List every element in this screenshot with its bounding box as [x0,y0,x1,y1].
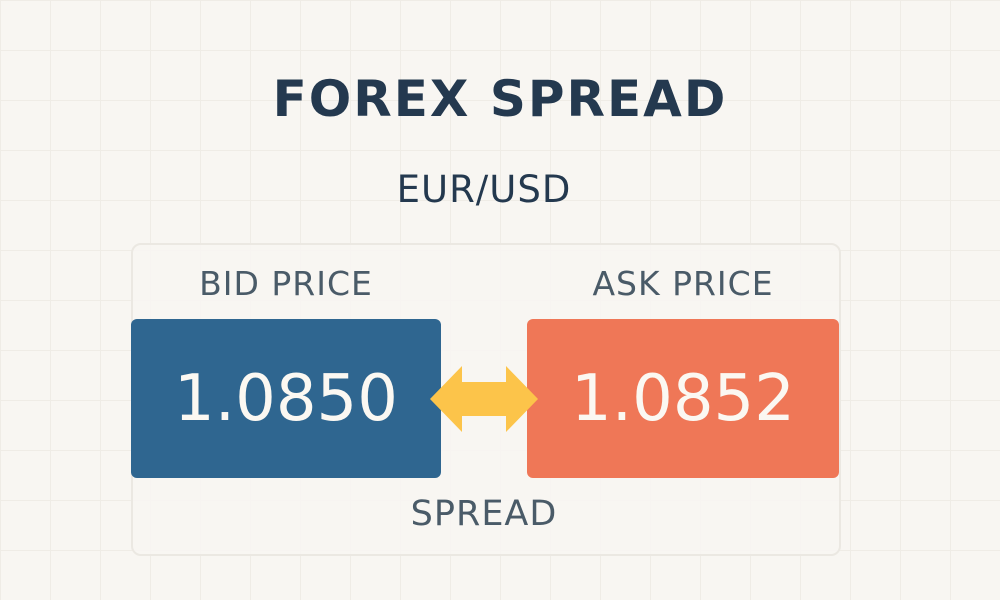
bid-price-box: 1.0850 [131,319,441,478]
spread-label: SPREAD [410,494,558,534]
bid-price-value: 1.0850 [174,361,398,436]
ask-price-box: 1.0852 [527,319,839,478]
ask-price-label: ASK PRICE [592,264,774,303]
bid-price-label: BID PRICE [199,264,373,303]
double-arrow-icon [430,366,538,432]
currency-pair: EUR/USD [396,168,572,211]
page-title: FOREX SPREAD [272,70,728,128]
ask-price-value: 1.0852 [571,361,795,436]
